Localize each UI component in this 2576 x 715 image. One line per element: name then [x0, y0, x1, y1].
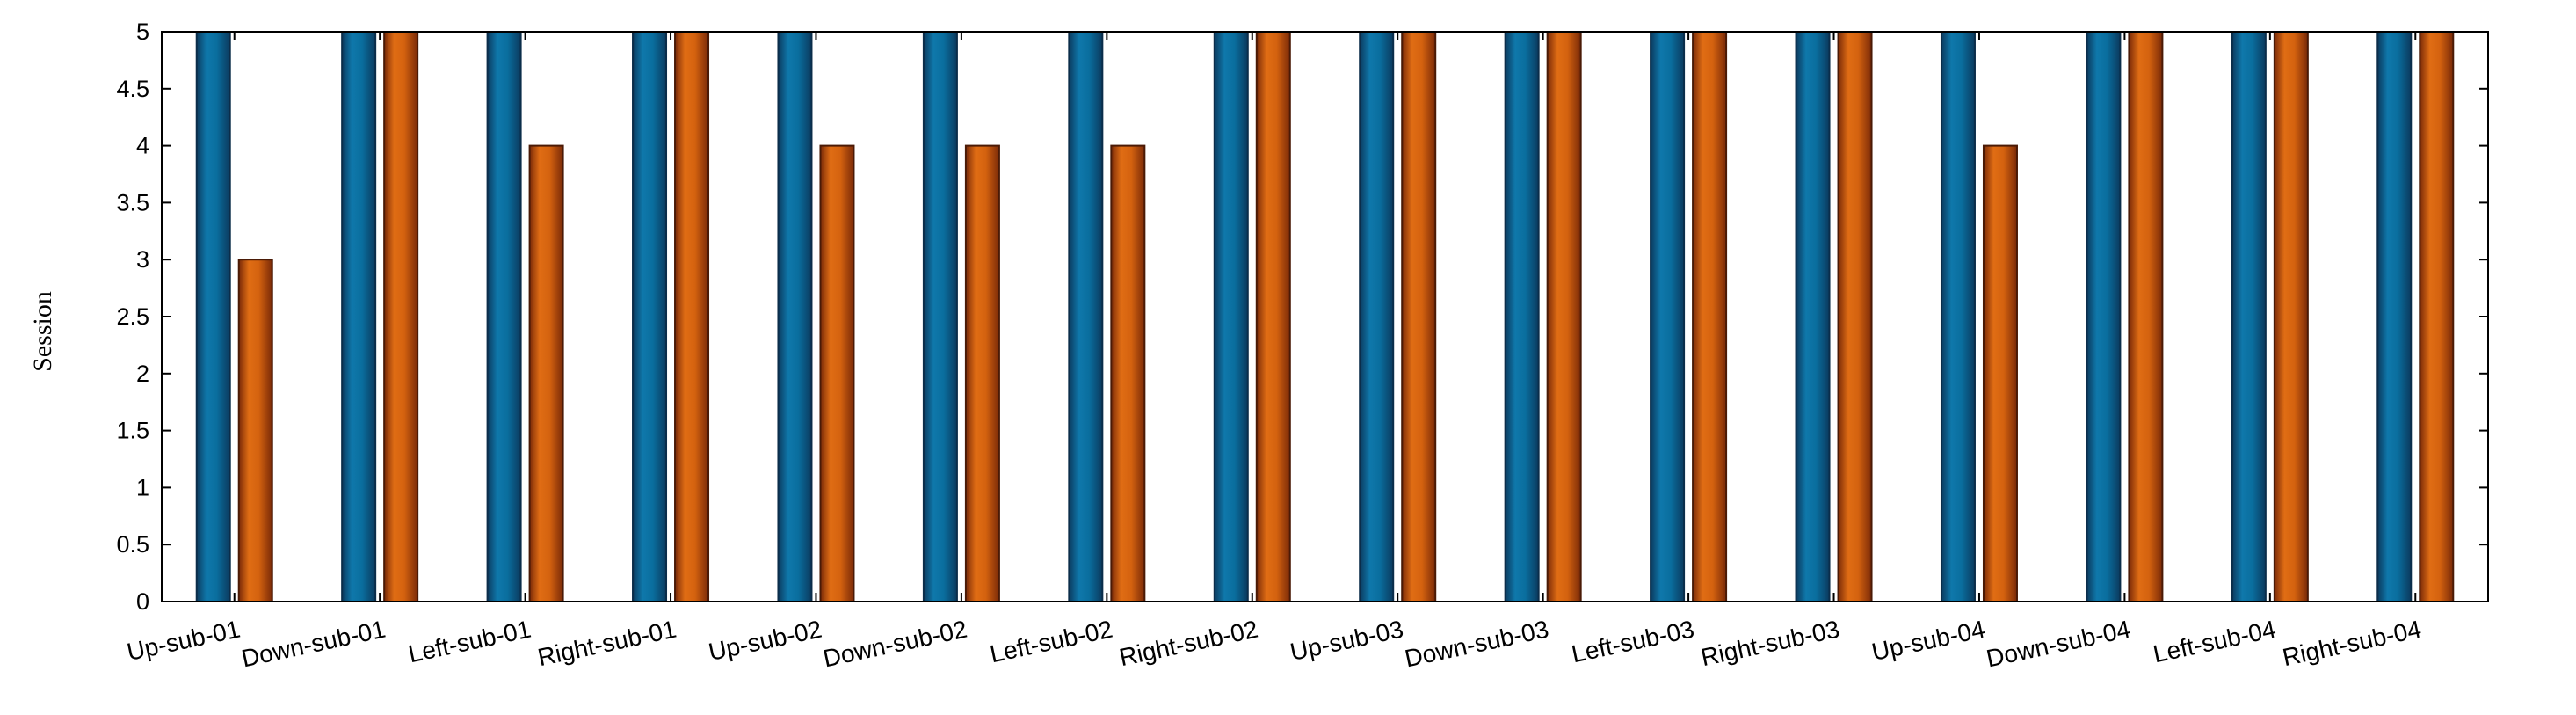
- bar-series-2-left-sub-03: [1692, 31, 1728, 602]
- y-tick-label: 2.5: [116, 303, 149, 330]
- y-tick-label: 2: [136, 361, 149, 387]
- bar-series-1-right-sub-01: [632, 31, 668, 602]
- bar-series-2-up-sub-03: [1401, 31, 1437, 602]
- bar-series-1-down-sub-01: [341, 31, 377, 602]
- bar-series-1-down-sub-04: [2086, 31, 2122, 602]
- bar-series-2-right-sub-04: [2419, 31, 2455, 602]
- bar-series-2-left-sub-01: [528, 144, 564, 603]
- x-tick-label: Up-sub-01: [125, 616, 243, 667]
- bar-series-2-right-sub-02: [1255, 31, 1291, 602]
- x-tick-label: Down-sub-04: [1984, 616, 2132, 673]
- bar-series-1-right-sub-02: [1213, 31, 1249, 602]
- bar-series-1-left-sub-02: [1068, 31, 1104, 602]
- x-tick-label: Left-sub-01: [406, 616, 533, 668]
- x-tick-label: Left-sub-04: [2151, 616, 2278, 668]
- bar-series-1-up-sub-04: [1940, 31, 1976, 602]
- bar-series-2-right-sub-01: [674, 31, 710, 602]
- x-tick-label: Down-sub-02: [821, 616, 969, 673]
- bar-series-1-down-sub-02: [922, 31, 958, 602]
- x-tick-label: Left-sub-03: [1569, 616, 1696, 668]
- y-axis-label: Session: [28, 291, 57, 372]
- x-tick-label: Right-sub-03: [1699, 616, 1842, 672]
- x-tick-label: Up-sub-04: [1869, 616, 1987, 667]
- y-tick-label: 1: [136, 474, 149, 500]
- x-tick-label: Down-sub-01: [239, 616, 388, 673]
- x-tick-label: Up-sub-02: [706, 616, 824, 667]
- y-tick-label: 0.5: [116, 531, 149, 558]
- x-tick-label: Right-sub-04: [2280, 616, 2423, 672]
- y-tick-label: 1.5: [116, 418, 149, 444]
- bar-series-1-up-sub-02: [777, 31, 813, 602]
- y-tick-label: 3.5: [116, 189, 149, 215]
- bar-series-group: [195, 31, 2455, 603]
- bar-series-1-down-sub-03: [1504, 31, 1540, 602]
- bar-series-1-left-sub-03: [1650, 31, 1686, 602]
- bar-series-2-up-sub-01: [237, 259, 273, 602]
- bar-series-1-right-sub-04: [2376, 31, 2413, 602]
- y-tick-label: 3: [136, 246, 149, 273]
- y-tick-label: 4.5: [116, 76, 149, 102]
- plot-area-frame: [161, 31, 2489, 602]
- bar-series-2-down-sub-02: [964, 144, 1000, 603]
- x-tick-label: Up-sub-03: [1288, 616, 1405, 667]
- bar-series-1-right-sub-03: [1795, 31, 1831, 602]
- bar-series-1-left-sub-04: [2231, 31, 2267, 602]
- bar-series-1-left-sub-01: [486, 31, 522, 602]
- bar-series-1-up-sub-03: [1359, 31, 1395, 602]
- bar-series-2-up-sub-04: [1982, 144, 2018, 603]
- bar-series-1-up-sub-01: [195, 31, 231, 602]
- y-tick-label: 0: [136, 588, 149, 615]
- x-tick-label: Right-sub-02: [1117, 616, 1260, 672]
- x-tick-label: Left-sub-02: [988, 616, 1115, 668]
- bar-series-2-right-sub-03: [1837, 31, 1873, 602]
- x-tick-label: Right-sub-01: [535, 616, 678, 672]
- x-tick-label: Down-sub-03: [1403, 616, 1551, 673]
- bar-series-2-left-sub-04: [2273, 31, 2309, 602]
- y-tick-label: 5: [136, 18, 149, 45]
- bar-series-2-down-sub-01: [383, 31, 419, 602]
- bar-series-2-up-sub-02: [819, 144, 855, 603]
- bar-series-2-down-sub-03: [1546, 31, 1582, 602]
- y-tick-label: 4: [136, 133, 149, 159]
- bar-series-2-down-sub-04: [2128, 31, 2164, 602]
- y-axis-ticks: 0 0.5 1 1.5 2 2.5 3 3.5 4 4.5 5: [116, 18, 2488, 615]
- bar-series-2-left-sub-02: [1110, 144, 1146, 603]
